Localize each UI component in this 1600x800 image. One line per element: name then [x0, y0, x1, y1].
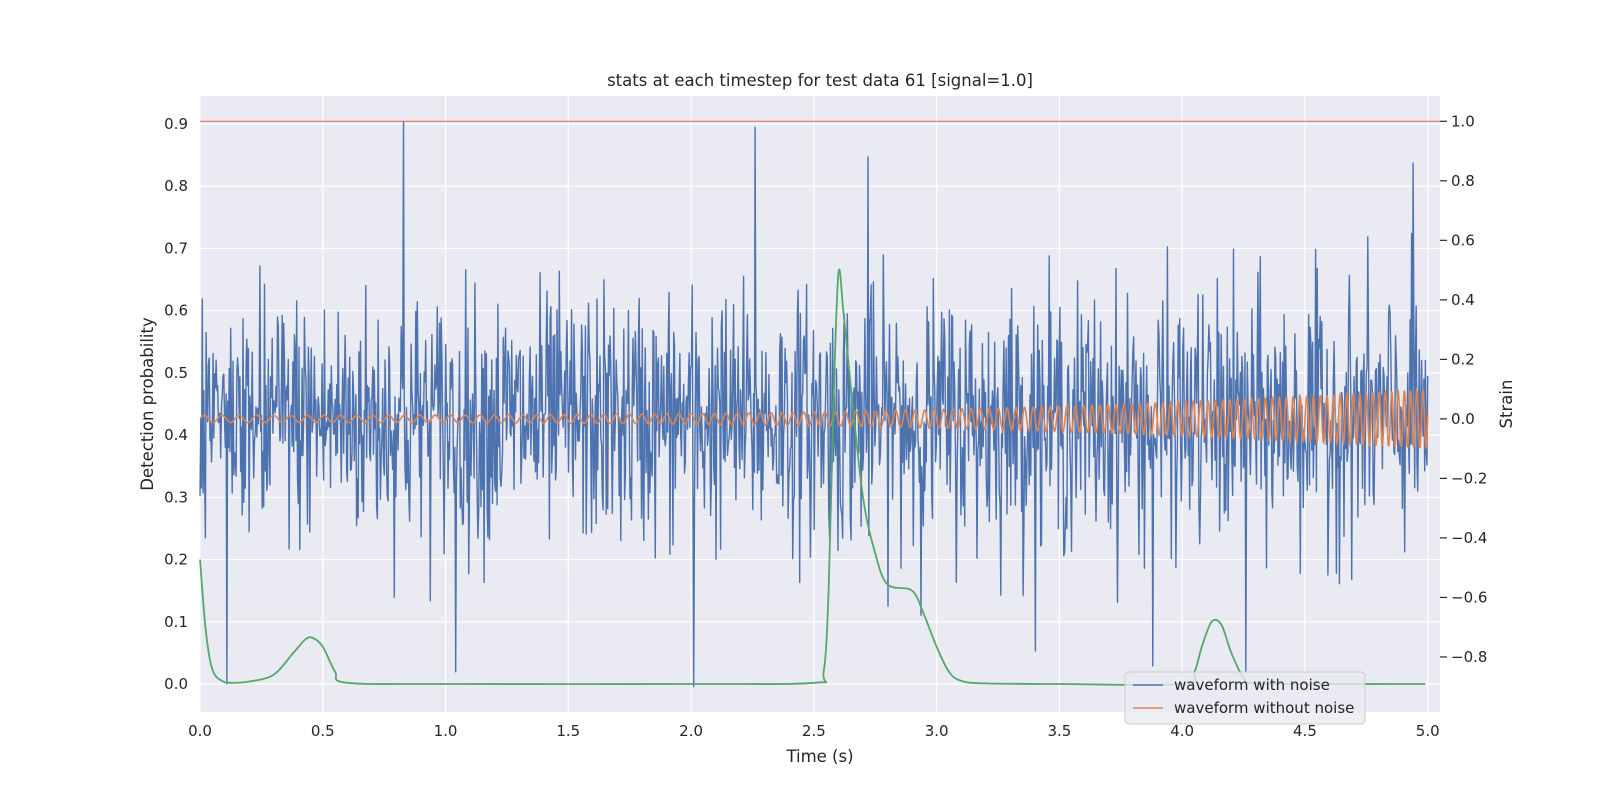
series-detection-probability	[199, 268, 1426, 686]
y-tick-label: 0.2	[164, 551, 188, 569]
y-tick-label: 0.3	[164, 488, 188, 506]
y2-tick-label: 0.4	[1451, 291, 1475, 309]
axis-ticks: 0.0 0.5 1.0 1.5 2.0 2.5 3.0 3.5 4.0 4.5 5.0 0.0 0.1 0…	[164, 112, 1487, 740]
x-tick-label: 2.0	[679, 722, 703, 740]
x-tick-label: 4.0	[1170, 722, 1194, 740]
x-tick-label: 3.5	[1047, 722, 1071, 740]
y2-tick-label: 0.8	[1451, 172, 1475, 190]
y2-tick-label: 0.6	[1451, 231, 1475, 249]
y2-tick-label: −0.8	[1451, 648, 1487, 666]
y-tick-label: 0.5	[164, 364, 188, 382]
x-tick-label: 1.0	[434, 722, 458, 740]
legend-box	[1124, 671, 1366, 725]
x-axis-title: Time (s)	[785, 747, 853, 766]
legend: waveform with noise waveform without noi…	[1124, 671, 1366, 725]
y-tick-label: 0.6	[164, 302, 188, 320]
chart-title: stats at each timestep for test data 61 …	[607, 71, 1033, 90]
legend-label-clean: waveform without noise	[1174, 699, 1354, 717]
legend-label-noisy: waveform with noise	[1174, 676, 1330, 694]
y-tick-label: 0.7	[164, 239, 188, 257]
y-axis-title: Detection probability	[138, 317, 157, 491]
series-waveform-without-noise	[199, 387, 1429, 449]
x-tick-label: 5.0	[1416, 722, 1440, 740]
y-tick-label: 0.8	[164, 177, 188, 195]
y2-tick-label: 1.0	[1451, 112, 1475, 130]
x-tick-label: 0.0	[188, 722, 212, 740]
y-tick-label: 0.1	[164, 613, 188, 631]
y2-tick-label: 0.0	[1451, 410, 1475, 428]
y2-tick-label: −0.2	[1451, 469, 1487, 487]
y2-tick-label: −0.6	[1451, 588, 1487, 606]
x-tick-label: 1.5	[556, 722, 580, 740]
y-tick-label: 0.9	[164, 115, 188, 133]
x-tick-label: 0.5	[311, 722, 335, 740]
series-group	[199, 120, 1440, 688]
y2-tick-label: −0.4	[1451, 529, 1487, 547]
x-tick-label: 2.5	[802, 722, 826, 740]
y-tick-label: 0.0	[164, 675, 188, 693]
y-tick-label: 0.4	[164, 426, 188, 444]
x-tick-label: 3.0	[925, 722, 949, 740]
series-waveform-with-noise	[199, 120, 1429, 688]
y2-tick-label: 0.2	[1451, 350, 1475, 368]
x-tick-label: 4.5	[1293, 722, 1317, 740]
y2-axis-title: Strain	[1497, 380, 1516, 429]
